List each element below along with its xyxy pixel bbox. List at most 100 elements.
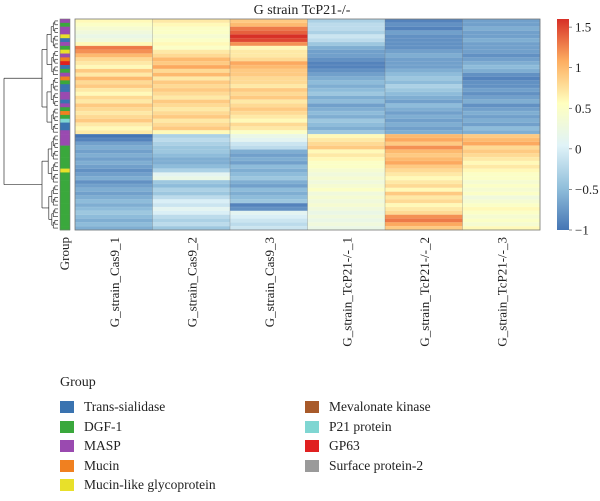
legend-item: MASP [60,438,121,454]
heatmap-cell [230,26,308,31]
heatmap-cell [385,218,463,223]
row-dendrogram [3,20,58,229]
heatmap-cell [385,183,463,189]
heatmap-cell [230,45,308,50]
heatmap-cell [230,172,308,177]
heatmap-cell [230,183,308,189]
heatmap-cell [385,84,463,89]
heatmap-cell [152,180,231,185]
heatmap-cell [307,49,386,54]
heatmap-cell [152,134,231,139]
legend-title: Group [60,375,96,390]
heatmap-cell [75,22,153,27]
heatmap-cell [152,111,231,116]
heatmap-cell [152,153,231,158]
heatmap-cell [75,164,153,169]
heatmap-cell [230,76,308,81]
row-group-cell [60,49,70,54]
heatmap-cell [230,95,308,100]
row-group-cell [60,80,70,85]
row-group-cell [60,203,70,208]
heatmap-cell [152,49,231,54]
heatmap-cell [385,187,463,192]
heatmap-cell [462,183,541,189]
heatmap-cell [75,137,153,143]
row-group-cell [60,199,70,204]
row-group-annotation [59,18,71,231]
heatmap-cell [462,157,541,162]
row-group-cell [60,195,70,200]
heatmap-cell [307,203,386,208]
heatmap-cell [307,206,386,212]
heatmap-cell [230,203,308,208]
row-group-cell [60,34,70,39]
heatmap-cell [152,199,231,204]
color-scale-tick-label: 0 [575,141,582,156]
heatmap-cell [230,222,308,227]
heatmap-cell [307,45,386,50]
heatmap-cell [152,145,231,150]
legend-item: Mevalonate kinase [305,399,431,415]
heatmap-cell [152,99,231,104]
heatmap-cell [462,61,541,66]
heatmap-cell [385,145,463,150]
heatmap-cell [385,206,463,212]
heatmap-cell [152,122,231,127]
heatmap-cell [75,195,153,200]
heatmap-cell [462,210,541,215]
heatmap-cell [75,218,153,223]
heatmap-cell [307,118,386,123]
heatmap-cell [75,118,153,123]
heatmap-cell [462,126,541,131]
heatmap-cell [385,91,463,97]
legend-label: MASP [84,438,121,453]
heatmap-cell [152,206,231,212]
heatmap-cell [307,88,386,93]
row-group-cell [60,19,70,24]
heatmap-cell [75,103,153,108]
row-group-cell [60,38,70,43]
heatmap-cell [462,176,541,181]
heatmap-cell [75,42,153,47]
heatmap-cell [75,160,153,166]
heatmap-cell [75,68,153,74]
heatmap-cell [75,187,153,192]
heatmap-cell [75,176,153,181]
heatmap-cell [75,183,153,189]
heatmap-cell [75,191,153,196]
heatmap-cell [462,88,541,93]
heatmap-cell [152,80,231,85]
heatmap-cell [307,91,386,97]
heatmap-border [74,18,541,231]
heatmap-cell [230,226,308,231]
heatmap-cell [462,118,541,123]
heatmap-cell [462,180,541,185]
row-group-cell [60,218,70,223]
legend-swatch [60,440,74,452]
row-group-cell [60,57,70,62]
heatmap-cell [307,191,386,196]
heatmap-cell [462,134,541,139]
heatmap-cell [152,203,231,208]
heatmap-cell [75,226,153,231]
heatmap-cell [75,114,153,120]
heatmap-cell [307,30,386,35]
heatmap-cell [462,68,541,74]
heatmap-cell [230,118,308,123]
heatmap-cell [307,137,386,143]
heatmap-cell [75,76,153,81]
heatmap-cell [307,164,386,169]
heatmap-cell [307,199,386,204]
heatmap-cell [75,95,153,100]
row-group-cell [60,95,70,100]
heatmap-cell [230,141,308,146]
heatmap-cell [75,168,153,173]
heatmap-cell [462,99,541,104]
heatmap-cell [230,130,308,135]
column-label: G_strain_TcP21-/-_1 [339,237,354,347]
heatmap-cell [385,99,463,104]
heatmap-cell [307,34,386,39]
heatmap-cell [307,214,386,219]
heatmap-cell [385,214,463,219]
heatmap-cell [230,107,308,112]
